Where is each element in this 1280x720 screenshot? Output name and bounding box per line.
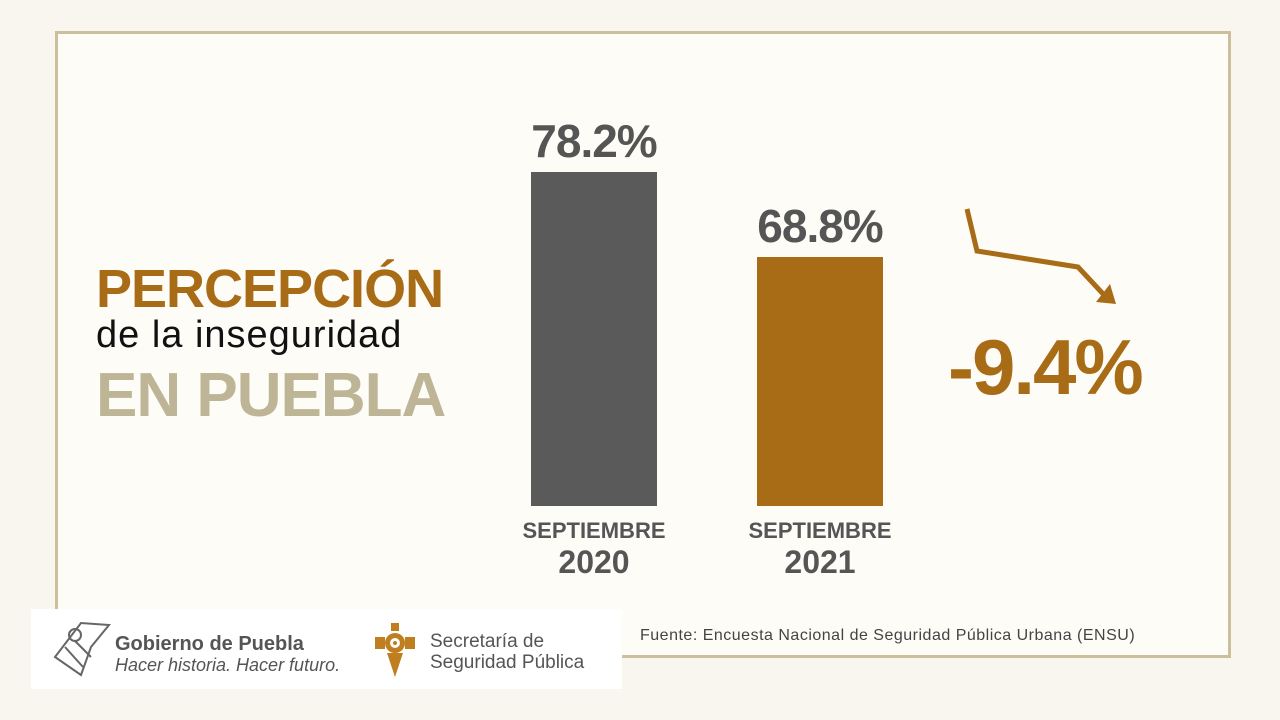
down-trend-arrow-icon bbox=[964, 208, 1116, 304]
logo2-line1: Secretaría de bbox=[430, 631, 545, 652]
category-month: SEPTIEMBRE bbox=[522, 518, 666, 543]
logo1-slogan: Hacer historia. Hacer futuro. bbox=[115, 655, 341, 675]
logos-panel: Gobierno de Puebla Hacer historia. Hacer… bbox=[31, 609, 622, 689]
gobierno-puebla-logo bbox=[53, 621, 111, 677]
value-label-2021: 68.8% bbox=[757, 200, 883, 253]
value-label-2020: 78.2% bbox=[531, 115, 657, 168]
source-note: Fuente: Encuesta Nacional de Seguridad P… bbox=[640, 627, 1136, 644]
bar-2020 bbox=[531, 172, 657, 506]
category-label-2020: SEPTIEMBRE 2020 bbox=[494, 518, 694, 581]
category-label-2021: SEPTIEMBRE 2021 bbox=[720, 518, 920, 581]
title-line3: EN PUEBLA bbox=[96, 361, 446, 430]
category-month: SEPTIEMBRE bbox=[748, 518, 892, 543]
ssp-emblem-icon bbox=[375, 623, 415, 677]
title-line1: PERCEPCIÓN bbox=[96, 259, 444, 319]
title-line2: de la inseguridad bbox=[96, 314, 403, 356]
logo2-text: Secretaría de Seguridad Pública bbox=[430, 631, 584, 673]
logo2-line2: Seguridad Pública bbox=[430, 652, 585, 673]
bar-2021 bbox=[757, 257, 883, 506]
category-year: 2021 bbox=[784, 544, 856, 580]
change-annotation: -9.4% bbox=[948, 323, 1144, 411]
logo1-name: Gobierno de Puebla bbox=[115, 633, 304, 655]
category-year: 2020 bbox=[558, 544, 630, 580]
